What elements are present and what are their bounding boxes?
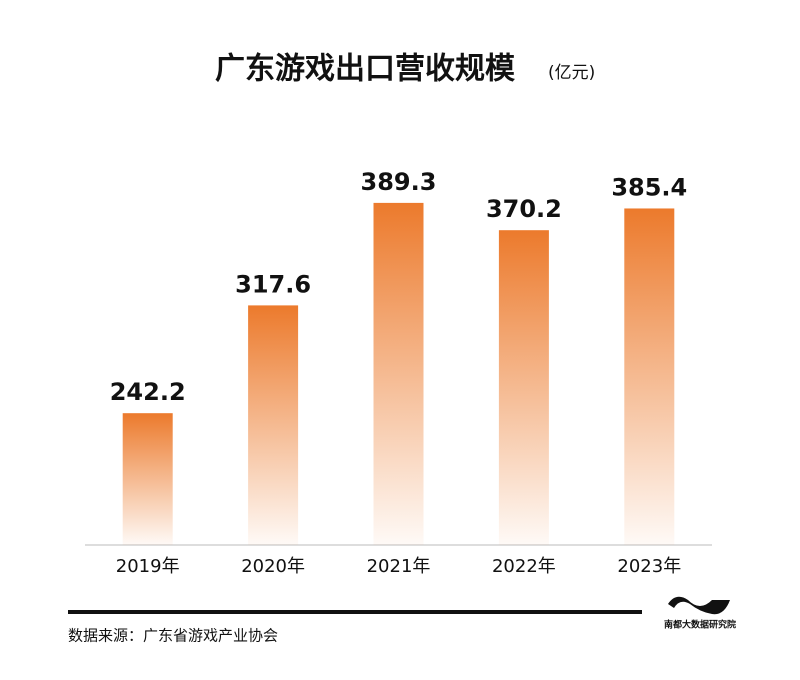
x-tick-label: 2019年	[116, 556, 180, 577]
x-tick-label: 2023年	[617, 556, 681, 577]
value-label: 385.4	[611, 173, 687, 201]
x-tick-label: 2021年	[367, 556, 431, 577]
logo-mark	[668, 596, 730, 615]
logo-text: 南都大数据研究院	[664, 619, 736, 631]
value-label: 242.2	[110, 378, 186, 406]
bar	[624, 208, 675, 545]
x-tick-label: 2022年	[492, 556, 556, 577]
value-label: 389.3	[361, 168, 437, 196]
value-label: 370.2	[486, 195, 562, 223]
bar	[248, 305, 299, 545]
chart-unit: (亿元)	[548, 63, 595, 83]
x-tick-label: 2020年	[241, 556, 305, 577]
value-label: 317.6	[235, 270, 311, 298]
source: 数据来源：广东省游戏产业协会	[68, 627, 278, 645]
bar	[122, 413, 173, 545]
bar	[498, 230, 549, 545]
bar	[373, 202, 424, 545]
logo: 南都大数据研究院	[664, 596, 736, 631]
chart-title: 广东游戏出口营收规模	[215, 52, 515, 87]
